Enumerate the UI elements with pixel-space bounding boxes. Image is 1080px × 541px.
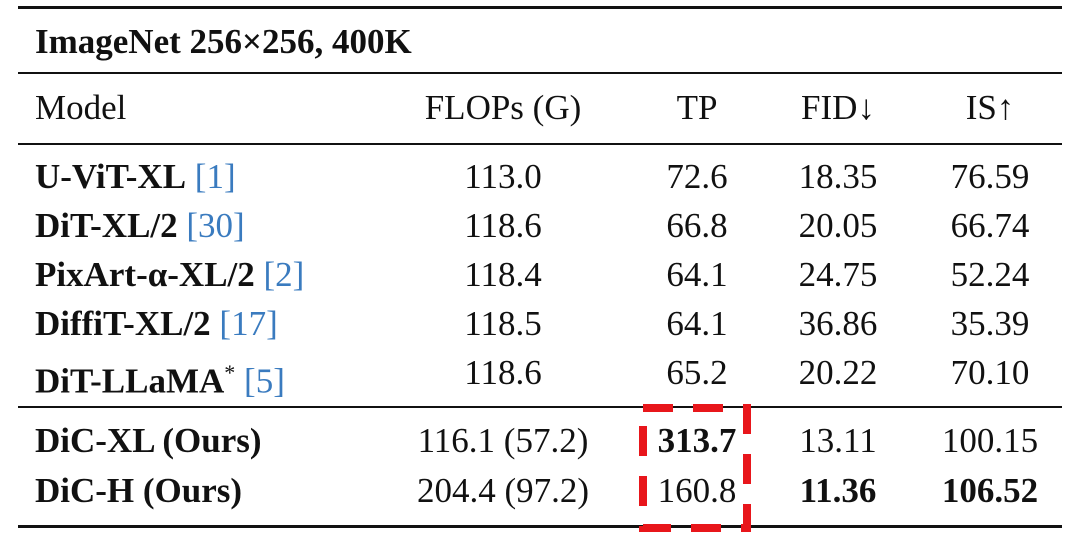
column-header: TP [676, 88, 718, 127]
value-cell: 36.86 [798, 304, 878, 343]
value-cell: 65.2 [666, 353, 728, 392]
model-name: DiC-H (Ours) [35, 471, 243, 510]
top-rule [18, 6, 1062, 9]
value-cell: 70.10 [950, 353, 1030, 392]
value-cell: 118.6 [464, 353, 542, 392]
value-cell: 20.05 [798, 206, 878, 245]
value-cell: 204.4 (97.2) [416, 471, 590, 510]
group-rule [18, 406, 1062, 408]
model-cell: DiT-XL/2 [30] [35, 204, 245, 248]
model-mark: * [224, 360, 236, 385]
column-header: Model [35, 88, 127, 127]
citation: [2] [263, 255, 305, 294]
model-cell: DiT-LLaMA* [5] [35, 351, 285, 401]
model-cell: DiC-XL (Ours) [35, 419, 262, 463]
citation: [1] [194, 157, 236, 196]
value-cell: 100.15 [941, 421, 1039, 460]
model-cell: PixArt-α-XL/2 [2] [35, 253, 304, 297]
column-header: IS↑ [965, 88, 1015, 127]
value-cell: 116.1 (57.2) [417, 421, 589, 460]
bottom-rule [18, 525, 1062, 528]
value-cell: 64.1 [666, 304, 728, 343]
value-cell: 66.74 [950, 206, 1030, 245]
column-header: FLOPs (G) [424, 88, 582, 127]
model-name: DiT-LLaMA [35, 361, 225, 401]
value-cell: 118.5 [464, 304, 542, 343]
value-cell: 11.36 [799, 471, 877, 510]
value-cell: 24.75 [798, 255, 878, 294]
value-cell: 113.0 [464, 157, 542, 196]
value-cell: 64.1 [666, 255, 728, 294]
value-cell: 313.7 [657, 421, 737, 460]
model-cell: U-ViT-XL [1] [35, 155, 236, 199]
model-name: DiC-XL (Ours) [35, 421, 262, 460]
header-rule [18, 143, 1062, 145]
column-header: FID↓ [801, 88, 875, 127]
value-cell: 118.6 [464, 206, 542, 245]
title-rule [18, 72, 1062, 74]
model-name: DiffiT-XL/2 [35, 304, 211, 343]
value-cell: 18.35 [798, 157, 878, 196]
model-cell: DiffiT-XL/2 [17] [35, 302, 278, 346]
model-name: U-ViT-XL [35, 157, 187, 196]
value-cell: 118.4 [464, 255, 542, 294]
model-name: DiT-XL/2 [35, 206, 178, 245]
table-title: ImageNet 256×256, 400K [35, 22, 412, 61]
value-cell: 66.8 [666, 206, 728, 245]
model-name: PixArt-α-XL/2 [35, 255, 255, 294]
citation: [30] [186, 206, 245, 245]
value-cell: 52.24 [950, 255, 1030, 294]
model-cell: DiC-H (Ours) [35, 469, 242, 513]
value-cell: 20.22 [798, 353, 878, 392]
value-cell: 72.6 [666, 157, 728, 196]
value-cell: 13.11 [799, 421, 877, 460]
value-cell: 35.39 [950, 304, 1030, 343]
citation: [5] [244, 361, 285, 401]
citation: [17] [219, 304, 278, 343]
value-cell: 76.59 [950, 157, 1030, 196]
value-cell: 106.52 [941, 471, 1039, 510]
value-cell: 160.8 [657, 471, 737, 510]
